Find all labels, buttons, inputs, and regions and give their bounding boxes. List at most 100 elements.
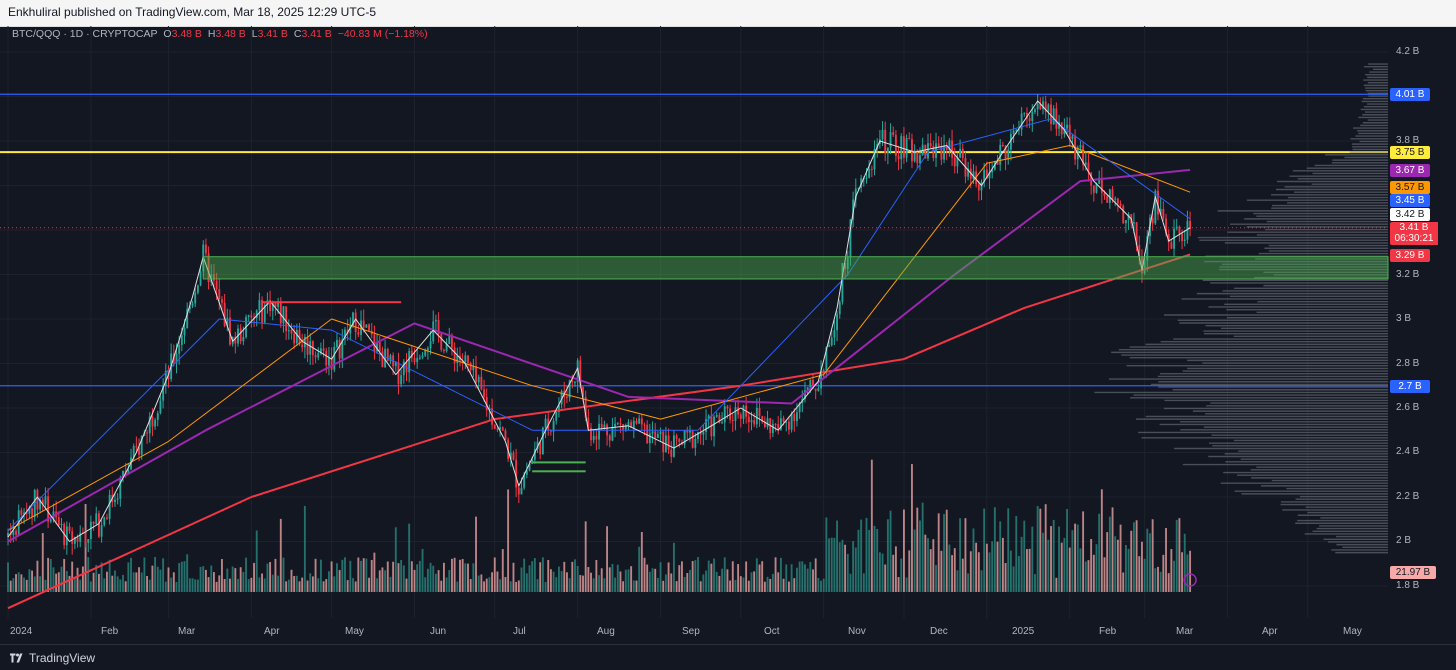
candle-body: [627, 422, 630, 426]
candle-body: [1157, 190, 1159, 215]
volume-bar: [608, 567, 611, 592]
volume-bar: [643, 557, 646, 592]
candle-body: [103, 517, 106, 526]
volume-bar: [1026, 549, 1028, 592]
volume-bar: [1084, 561, 1087, 592]
volume-bar: [31, 570, 34, 592]
volume-bar: [560, 571, 563, 592]
annotations: [202, 256, 1389, 587]
volume-bar: [504, 576, 507, 592]
volume-bar: [114, 570, 116, 592]
candle-body: [1052, 108, 1055, 125]
volume-bar: [804, 564, 806, 592]
volume-bar: [630, 566, 633, 592]
chart-grid: [0, 26, 1388, 618]
volume-bar: [691, 561, 694, 592]
volume-bar: [531, 561, 534, 592]
volume-bar: [523, 558, 526, 592]
volume-bar: [507, 489, 510, 592]
candle-body: [418, 357, 421, 359]
volume-bar: [314, 558, 317, 592]
volume-bar: [715, 571, 718, 592]
volume-bar: [873, 525, 876, 592]
candle-body: [432, 321, 435, 342]
volume-bar: [33, 576, 36, 592]
volume-bar: [384, 570, 387, 592]
volume-bar: [1015, 516, 1018, 592]
price-label: 4.2 B: [1396, 46, 1420, 57]
time-label: Apr: [1262, 626, 1278, 637]
candle-body: [159, 400, 162, 414]
candle-body: [389, 355, 392, 361]
tradingview-brand[interactable]: TradingView: [10, 651, 95, 665]
candle-body: [873, 149, 876, 170]
volume-bar: [603, 578, 606, 592]
candle-body: [1170, 242, 1173, 249]
candle-body: [766, 418, 769, 427]
volume-bar: [365, 558, 368, 592]
candle-body: [1063, 128, 1066, 135]
candle-body: [89, 521, 92, 540]
price-tag-3.67: 3.67 B: [1390, 164, 1430, 177]
publish-header: Enkhuliral published on TradingView.com,…: [0, 0, 1456, 27]
volume-bar: [557, 566, 560, 592]
volume-bar: [418, 560, 421, 592]
candle-body: [1189, 220, 1192, 229]
volume-bar: [175, 581, 178, 592]
volume-bar: [1074, 523, 1077, 592]
volume-bar: [948, 544, 951, 592]
volume-bar: [445, 577, 448, 592]
candle-body: [793, 413, 796, 422]
candle-body: [295, 329, 298, 344]
candle-body: [493, 424, 496, 429]
price-label: 3.8 B: [1396, 135, 1420, 146]
candle-body: [47, 496, 50, 522]
volume-bar: [1012, 566, 1015, 592]
volume-bar: [1055, 577, 1058, 592]
candle-body: [1103, 192, 1106, 196]
time-label: Apr: [264, 626, 280, 637]
price-tag-3.75: 3.75 B: [1390, 146, 1430, 159]
volume-bar: [319, 559, 322, 592]
candle-body: [285, 306, 288, 332]
volume-profile: [1094, 63, 1388, 554]
volume-bar: [836, 520, 839, 592]
candle-body: [809, 379, 812, 388]
last-price: 3.41 B: [1399, 222, 1429, 233]
volume-bar: [897, 577, 900, 592]
candle-body: [247, 315, 250, 317]
candle-body: [517, 487, 520, 495]
volume-bar: [809, 561, 812, 592]
candle-body: [841, 263, 844, 302]
candle-body: [544, 418, 547, 428]
candle-body: [287, 330, 290, 332]
volume-bar: [7, 562, 9, 592]
volume-bar: [25, 579, 28, 592]
candle-body: [592, 435, 595, 441]
volume-bar: [1001, 537, 1004, 592]
candle-body: [911, 139, 913, 162]
candle-body: [336, 339, 338, 347]
candle-body: [638, 418, 641, 424]
volume-bar: [154, 557, 157, 592]
volume-bar: [231, 566, 234, 592]
volume-bar: [1023, 520, 1026, 592]
volume-bar: [943, 514, 945, 592]
volume-bar: [327, 571, 330, 592]
candle-body: [959, 148, 962, 158]
volume-bar: [483, 581, 485, 592]
volume-bar: [905, 577, 908, 592]
candle-body: [1162, 208, 1165, 219]
volume-bar: [17, 572, 20, 592]
candle-body: [1042, 101, 1044, 110]
volume-bar: [204, 569, 207, 592]
price-chart[interactable]: [0, 26, 1456, 644]
volume-bar: [846, 553, 849, 592]
volume-bar: [76, 567, 79, 592]
volume-bar: [672, 542, 675, 592]
candle-body: [916, 150, 919, 164]
volume-bar: [983, 508, 986, 592]
candle-body: [1159, 208, 1162, 215]
candle-body: [713, 416, 715, 437]
volume-bar: [63, 558, 66, 592]
